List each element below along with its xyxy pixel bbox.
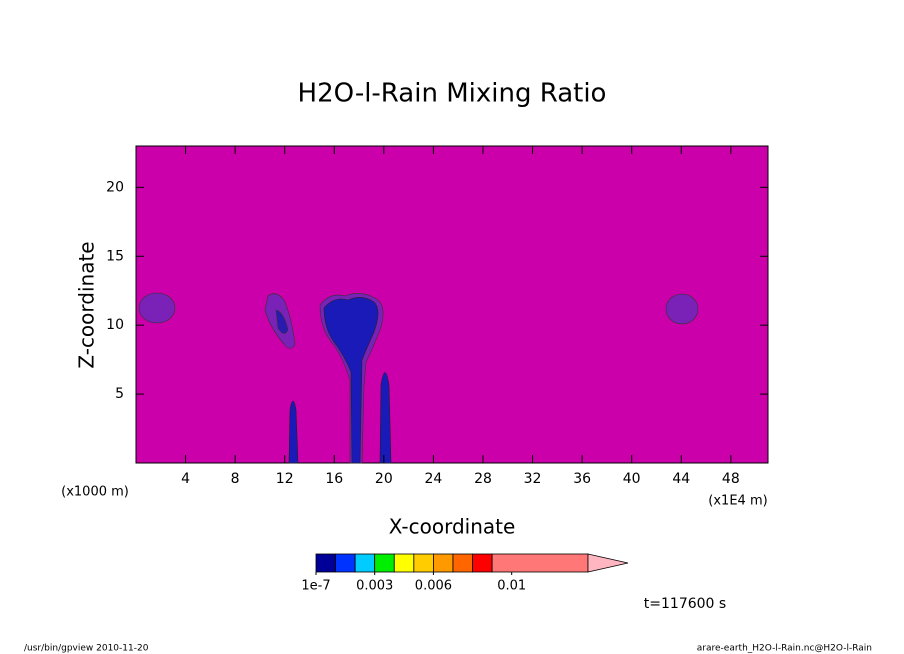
x-tick-label: 12 [276,471,294,487]
colorbar-cell [335,553,356,573]
colorbar-cell [315,553,336,573]
colorbar-extend [587,553,629,573]
colorbar-cell [472,553,493,573]
colorbar-cell [354,553,376,573]
x-tick-label: 44 [672,471,690,487]
y-axis-label: Z-coordinate [75,241,99,368]
colorbar-tick-label: 0.006 [415,579,452,594]
colorbar-cell [491,553,589,573]
x-tick-label: 20 [375,471,393,487]
footer-left: /usr/bin/gpview 2010-11-20 [24,644,149,654]
contour-blob [288,400,299,464]
contour-features [138,292,699,464]
x-tick-label: 4 [181,471,190,487]
x-tick-label: 32 [524,471,542,487]
colorbar-cell [413,553,434,573]
time-label: t=117600 s [644,596,726,612]
y-tick-label: 10 [106,317,124,333]
x-tick-label: 48 [722,471,740,487]
contour-blob [323,297,379,464]
contour-blob [138,292,176,324]
chart-title: H2O-l-Rain Mixing Ratio [298,79,607,109]
contour-blob [379,372,392,464]
x-tick-label: 16 [325,471,343,487]
x-tick-label: 28 [474,471,492,487]
colorbar-tick-label: 0.01 [497,579,526,594]
colorbar-tick-label: 0.003 [356,579,393,594]
plot-area [135,145,769,464]
y-tick-label: 5 [115,386,124,402]
y-tick-label: 20 [106,179,124,195]
footer-right: arare-earth_H2O-l-Rain.nc@H2O-l-Rain [697,644,872,654]
x-unit: (x1E4 m) [708,494,767,509]
y-tick-label: 15 [106,248,124,264]
y-unit: (x1000 m) [61,485,129,500]
colorbar-tick-label: 1e-7 [301,579,330,594]
x-tick-label: 24 [424,471,442,487]
x-tick-label: 8 [231,471,240,487]
contour-blob [275,309,289,334]
x-tick-label: 36 [573,471,591,487]
colorbar-cell [374,553,395,573]
contour-blob [665,293,699,325]
colorbar-cell [393,553,415,573]
colorbar-cell [433,553,454,573]
x-axis-label: X-coordinate [389,515,516,539]
x-tick-label: 40 [623,471,641,487]
colorbar-cell [452,553,473,573]
